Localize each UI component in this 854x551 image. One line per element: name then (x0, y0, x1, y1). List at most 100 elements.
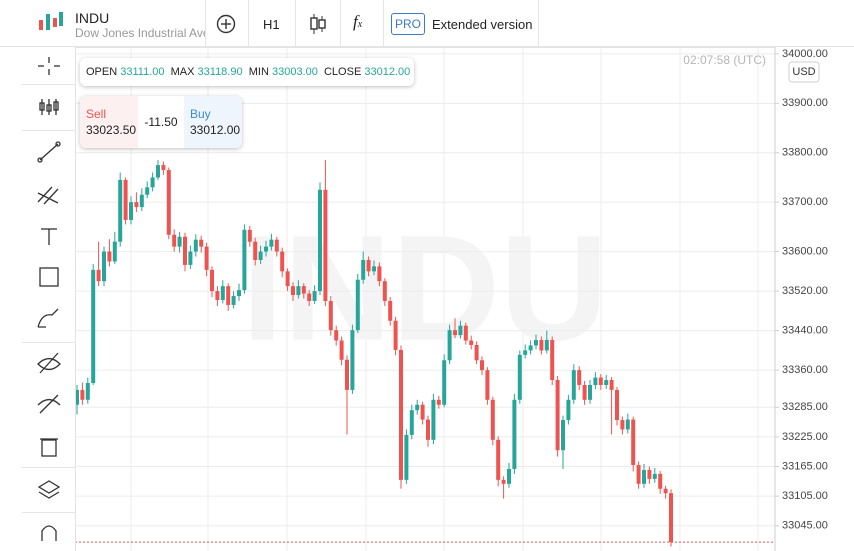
candle-body (523, 350, 528, 355)
crosshair-tool[interactable] (38, 57, 60, 75)
candle-body (350, 330, 355, 390)
candle-body (199, 239, 204, 247)
candle-body (247, 229, 252, 242)
grid (75, 53, 775, 527)
candle-body (598, 377, 603, 385)
candle-body (561, 420, 565, 451)
candle-body (301, 286, 306, 294)
buy-label[interactable]: Buy (190, 107, 211, 121)
hide-indicators[interactable] (37, 394, 61, 414)
candle-body (172, 234, 177, 247)
candle-body (604, 380, 609, 385)
candle-body (447, 330, 452, 361)
candle-body (188, 251, 193, 265)
logo (39, 12, 63, 30)
candle-body (215, 291, 220, 300)
candle-body (555, 380, 560, 451)
candle-body (237, 290, 241, 297)
y-tick-label: 33700.00 (782, 196, 828, 208)
candle-body (663, 488, 668, 494)
sell-price[interactable]: 33023.50 (86, 123, 137, 137)
candle-body (463, 325, 468, 341)
candle-body (550, 340, 555, 381)
chart-type-button[interactable] (309, 13, 327, 35)
candle-body (388, 300, 393, 321)
tool-icons (37, 57, 61, 541)
magnet-tool[interactable] (41, 525, 57, 541)
candle-body (112, 241, 117, 262)
candle-body (490, 399, 495, 440)
candle-body (269, 239, 274, 247)
trendline-tool[interactable] (37, 141, 61, 163)
candle-body (658, 473, 663, 489)
candle-body (453, 330, 457, 336)
indicators-button[interactable]: fx (353, 12, 363, 31)
candle-body (339, 340, 344, 360)
candle-body (220, 286, 225, 300)
candle-body (361, 259, 366, 280)
min-label: MIN (248, 66, 269, 78)
candle-body (323, 189, 328, 301)
candle-body (399, 349, 403, 480)
sell-label[interactable]: Sell (86, 107, 107, 121)
pro-badge[interactable]: PRO (391, 13, 425, 35)
symbol: INDU (75, 10, 110, 26)
candle-body (274, 239, 279, 252)
candle-body (528, 345, 533, 351)
candle-body (652, 473, 657, 479)
text-tool[interactable] (41, 228, 57, 245)
candle-body (91, 269, 96, 383)
currency[interactable]: USD (792, 66, 815, 78)
candle-body (647, 469, 652, 479)
ohlc-panel: OPEN 33111.00 MAX 33118.90 MIN 33003.00 … (80, 58, 414, 86)
candle-body (512, 399, 517, 469)
brush-tool[interactable] (37, 308, 59, 328)
y-tick-label: 33440.00 (782, 325, 828, 337)
candle-body (544, 340, 549, 351)
candle-body (85, 383, 90, 400)
candle-body (474, 344, 479, 361)
hide-drawings[interactable] (37, 352, 61, 374)
trade-panel: Sell 33023.50 -11.50 Buy 33012.00 (80, 96, 242, 148)
candle-body (129, 202, 133, 220)
shape-tool[interactable] (39, 267, 59, 287)
candle-body (118, 179, 123, 242)
candle-body (517, 354, 522, 400)
candle-body (539, 340, 544, 351)
y-tick-label: 33800.00 (782, 147, 828, 159)
add-button[interactable] (216, 14, 236, 34)
buy-price[interactable]: 33012.00 (190, 123, 241, 137)
candle-body (328, 300, 333, 331)
candle-body (469, 340, 474, 345)
fib-tool[interactable] (37, 186, 59, 205)
delete-all[interactable] (40, 438, 58, 457)
y-tick-label: 33165.00 (782, 460, 828, 472)
candle-body (609, 380, 614, 390)
layers-tool[interactable] (37, 480, 61, 499)
candle-body (139, 194, 144, 208)
y-tick-label: 33360.00 (782, 364, 828, 376)
buy-button[interactable]: Buy 33012.00 (184, 96, 242, 148)
currency-box[interactable] (788, 61, 820, 83)
candle-body (377, 266, 382, 282)
candle-body (507, 468, 511, 484)
candle-body (566, 399, 571, 421)
candle-body (253, 241, 258, 260)
indicator-tool[interactable] (39, 99, 59, 115)
candle-body (296, 286, 301, 296)
y-tick-label: 33045.00 (782, 520, 828, 532)
candle-body (415, 404, 420, 411)
min-value: 33003.00 (271, 66, 318, 78)
sell-button[interactable]: Sell 33023.50 (80, 96, 138, 148)
candle-body (204, 246, 209, 270)
candle-body (161, 165, 166, 171)
open-label: OPEN (86, 66, 118, 78)
timeframe[interactable]: H1 (263, 17, 280, 32)
candle-body (588, 384, 592, 400)
candle-body (669, 493, 673, 543)
extended-version[interactable]: Extended version (432, 17, 533, 32)
y-axis: 34000.00 33900.00 33800.00 33700.00 33600.00… (775, 48, 828, 532)
candle-body (145, 187, 150, 195)
candle-body (226, 286, 231, 305)
candle-body (620, 420, 625, 430)
